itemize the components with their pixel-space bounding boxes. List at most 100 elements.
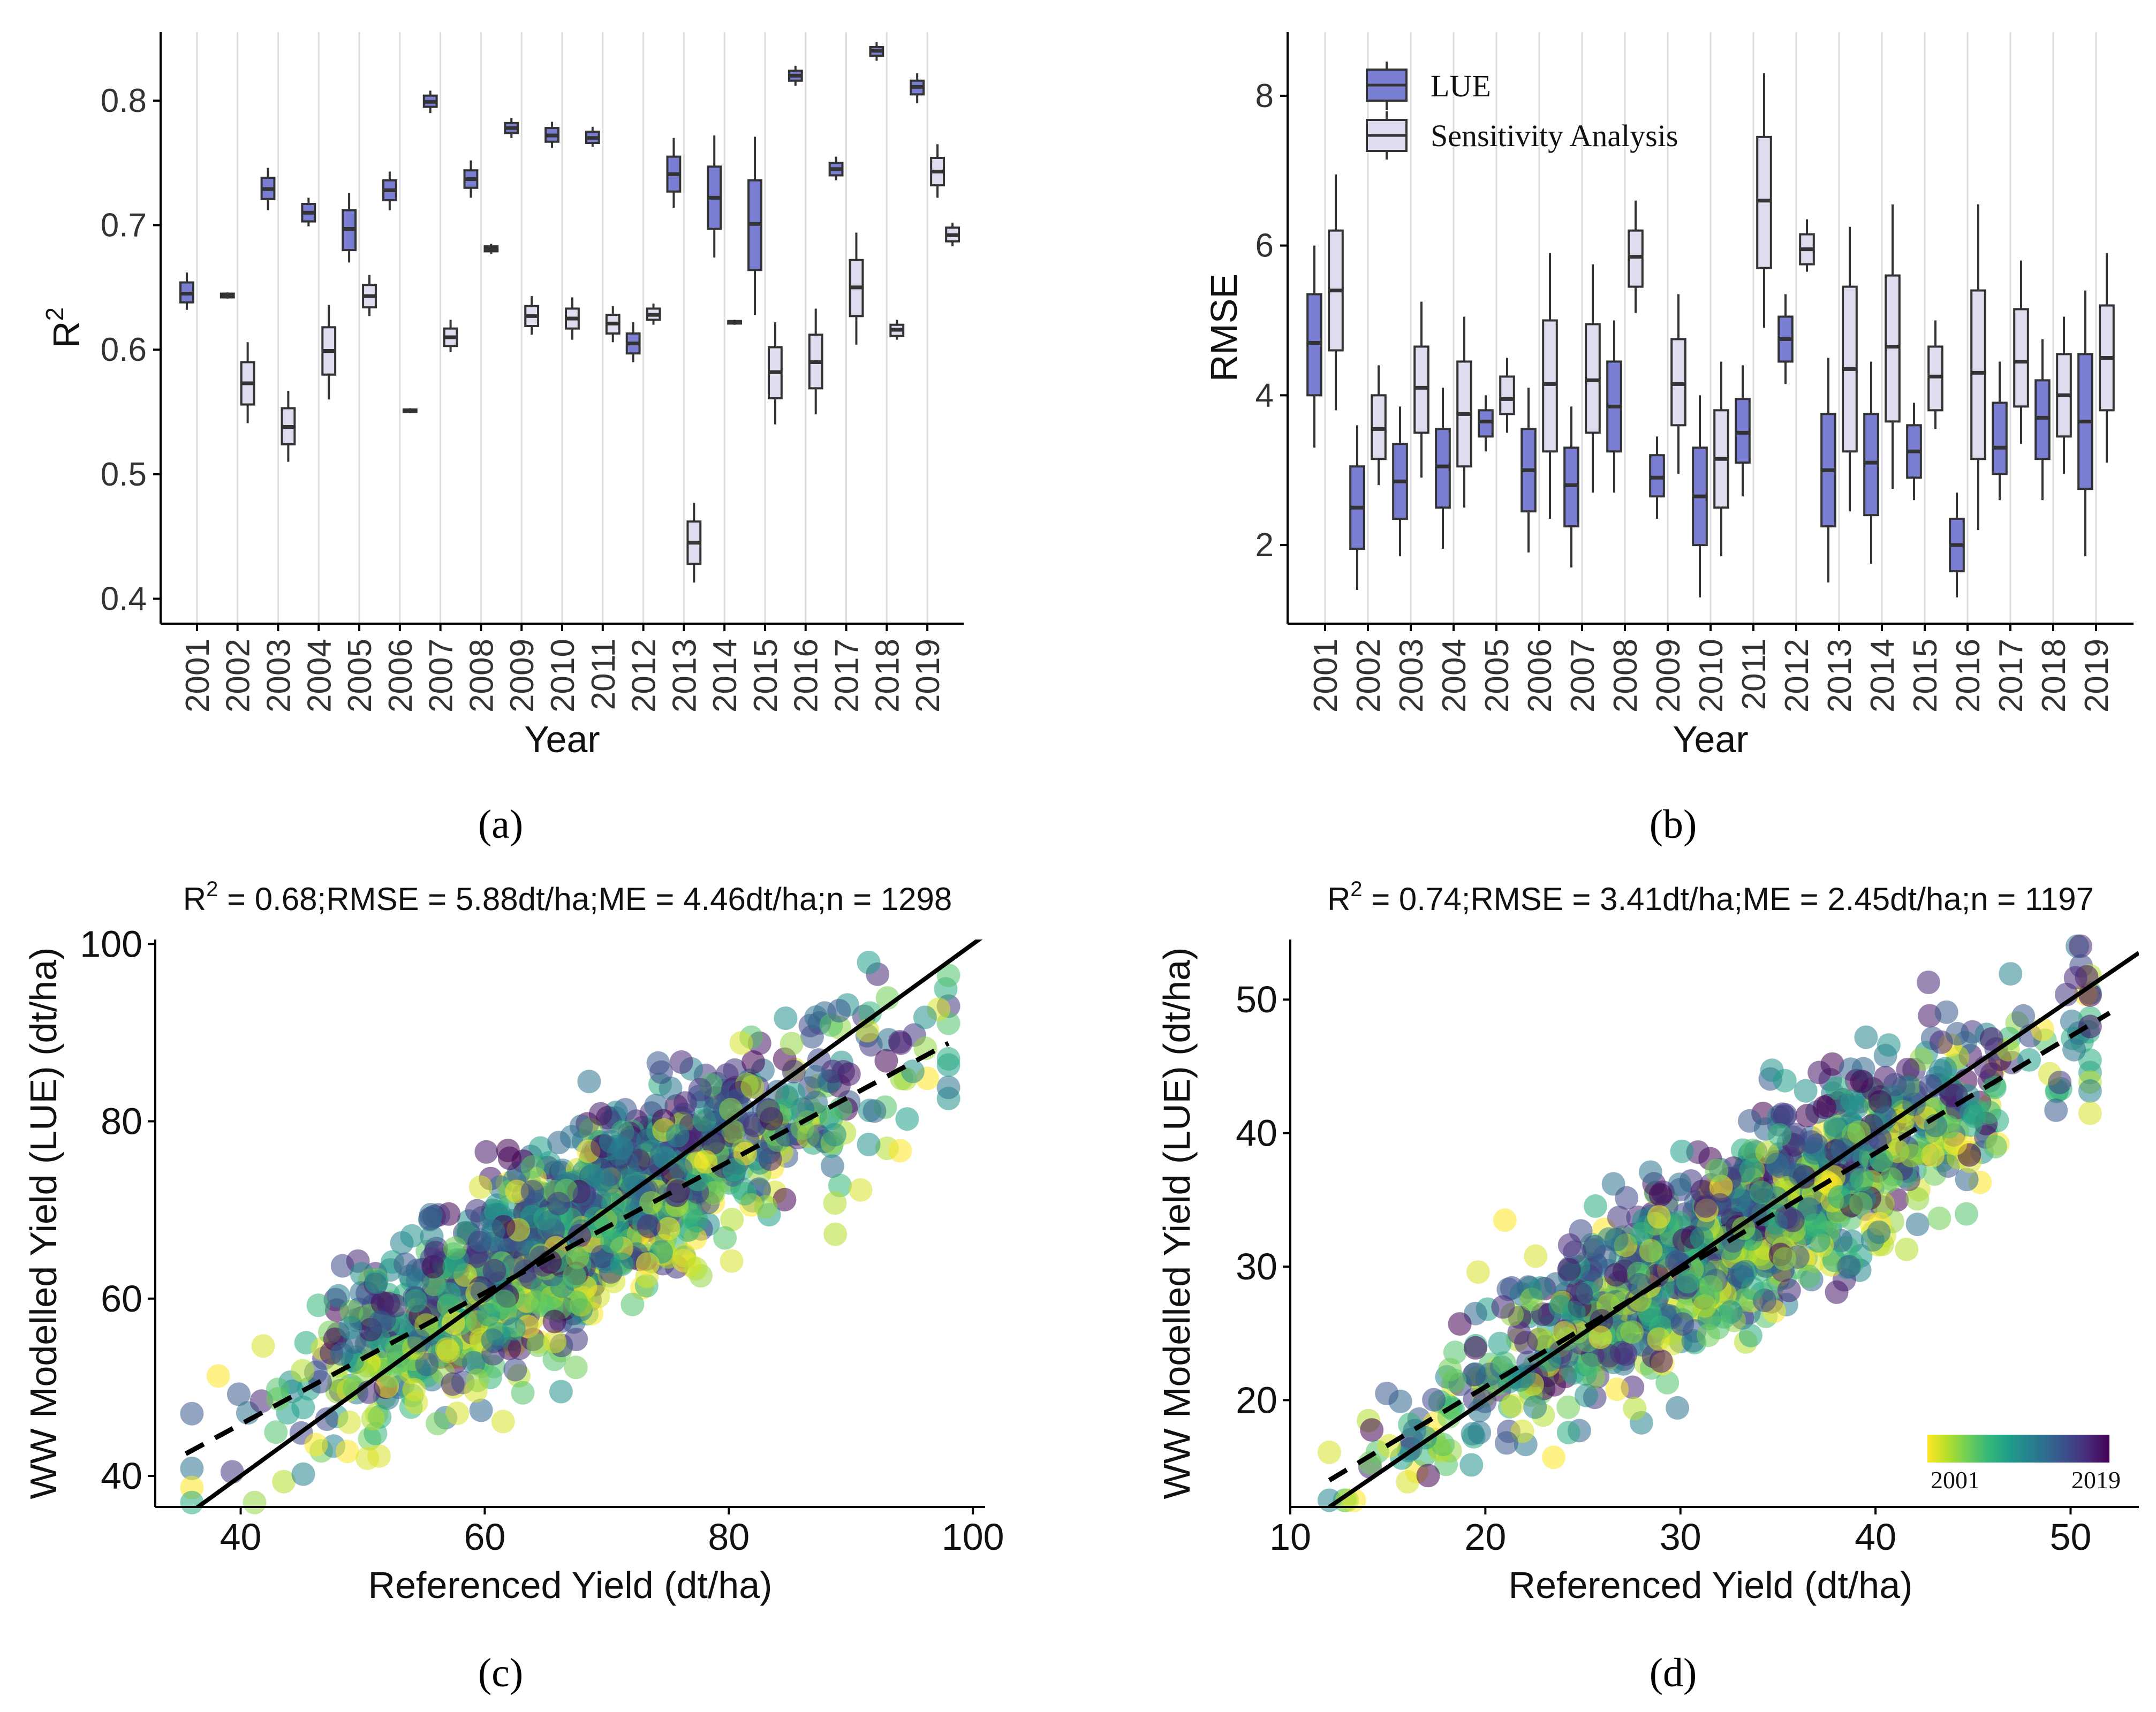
scatter-point bbox=[404, 1289, 427, 1313]
scatter-point bbox=[685, 1209, 709, 1233]
scatter-point bbox=[1523, 1395, 1547, 1419]
scatter-point bbox=[1738, 1323, 1762, 1347]
x-tick-2012: 2012 bbox=[626, 639, 663, 713]
scatter-point bbox=[383, 1294, 407, 1317]
scatter-point bbox=[639, 1191, 663, 1215]
box-a-lue-2006 bbox=[382, 171, 397, 210]
panel-d-label: (d) bbox=[1650, 1650, 1697, 1695]
scatter-point bbox=[251, 1334, 275, 1358]
scatter-point bbox=[564, 1355, 588, 1380]
y-tick-4: 4 bbox=[1255, 377, 1274, 414]
y-tick-0.4: 0.4 bbox=[101, 580, 147, 617]
box-a-lue-2007 bbox=[422, 90, 438, 113]
scatter-point bbox=[1768, 1123, 1792, 1147]
x-tick-2019: 2019 bbox=[910, 639, 947, 713]
scatter-point bbox=[404, 1390, 428, 1414]
scatter-point bbox=[1879, 1167, 1903, 1191]
scatter-point bbox=[391, 1312, 415, 1336]
scatter-point bbox=[889, 1031, 913, 1055]
y-tick-80: 80 bbox=[101, 1101, 142, 1142]
scatter-point bbox=[1854, 1025, 1878, 1049]
scatter-point bbox=[1670, 1139, 1694, 1163]
scatter-point bbox=[569, 1114, 593, 1138]
x-tick-2010: 2010 bbox=[1693, 639, 1730, 713]
scatter-point bbox=[443, 1236, 467, 1260]
scatter-point bbox=[272, 1469, 296, 1494]
scatter-point bbox=[773, 1187, 797, 1211]
scatter-point bbox=[874, 1049, 898, 1073]
y-tick-100: 100 bbox=[80, 923, 142, 965]
y-tick-30: 30 bbox=[1236, 1246, 1277, 1287]
scatter-point bbox=[1604, 1263, 1628, 1287]
box-a-lue-2001 bbox=[179, 272, 194, 310]
box-b-sensitivity-analysis-2002 bbox=[1371, 365, 1387, 486]
scatter-point bbox=[327, 1284, 351, 1308]
box-a-lue-2008 bbox=[463, 160, 479, 198]
scatter-point bbox=[823, 1222, 848, 1246]
identity-line bbox=[194, 940, 983, 1507]
scatter-point bbox=[338, 1316, 362, 1340]
identity-line bbox=[1328, 951, 2139, 1507]
x-tick-2012: 2012 bbox=[1779, 639, 1815, 713]
scatter-point bbox=[1690, 1226, 1714, 1251]
scatter-point bbox=[863, 1099, 887, 1123]
box-b-sensitivity-analysis-2001 bbox=[1328, 174, 1344, 411]
x-tick-2008: 2008 bbox=[1607, 639, 1644, 713]
scatter-point bbox=[1920, 1143, 1945, 1168]
box-b-sensitivity-analysis-2003 bbox=[1413, 301, 1429, 478]
panel-c-points bbox=[180, 950, 960, 1514]
scatter-point bbox=[572, 1184, 596, 1208]
panel-d-x-label: Referenced Yield (dt/ha) bbox=[1509, 1564, 1913, 1606]
scatter-point bbox=[1605, 1377, 1629, 1402]
scatter-point bbox=[1459, 1453, 1484, 1477]
scatter-point bbox=[1765, 1153, 1789, 1176]
scatter-point bbox=[754, 1195, 778, 1219]
scatter-point bbox=[2069, 934, 2092, 958]
scatter-point bbox=[1867, 1220, 1891, 1244]
scatter-point bbox=[1999, 962, 2023, 986]
x-tick-2016: 2016 bbox=[1950, 639, 1987, 713]
scatter-point bbox=[1597, 1344, 1621, 1368]
scatter-point bbox=[1699, 1275, 1723, 1299]
panel-c-x-label: Referenced Yield (dt/ha) bbox=[368, 1564, 773, 1606]
x-tick-50: 50 bbox=[2050, 1516, 2092, 1558]
panel-c-y-ticks: 40 60 80 100 bbox=[80, 923, 155, 1497]
scatter-point bbox=[503, 1358, 527, 1382]
scatter-point bbox=[936, 1047, 960, 1071]
scatter-point bbox=[1557, 1258, 1581, 1282]
box-b-lue-2017 bbox=[1992, 361, 2008, 501]
box-a-lue-2012 bbox=[625, 322, 641, 362]
scatter-point bbox=[721, 1119, 745, 1143]
scatter-point bbox=[476, 1302, 501, 1327]
scatter-point bbox=[1562, 1300, 1586, 1324]
x-tick-2005: 2005 bbox=[342, 639, 379, 713]
scatter-point bbox=[442, 1255, 466, 1279]
scatter-point bbox=[895, 1107, 919, 1131]
box-b-sensitivity-analysis-2017 bbox=[2013, 260, 2029, 444]
scatter-point bbox=[740, 1075, 765, 1099]
scatter-point bbox=[1615, 1186, 1639, 1210]
scatter-point bbox=[1605, 1228, 1629, 1252]
scatter-point bbox=[468, 1175, 493, 1199]
scatter-point bbox=[1542, 1445, 1565, 1469]
box-a-sensitivity-analysis-2002 bbox=[240, 342, 255, 423]
x-tick-2017: 2017 bbox=[829, 639, 866, 713]
box-a-sensitivity-analysis-2014 bbox=[727, 320, 743, 325]
scatter-point bbox=[684, 1256, 708, 1281]
x-tick-20: 20 bbox=[1464, 1516, 1506, 1558]
scatter-point bbox=[1830, 1138, 1855, 1162]
scatter-point bbox=[1588, 1325, 1613, 1350]
scatter-point bbox=[1514, 1331, 1538, 1354]
x-tick-2004: 2004 bbox=[301, 639, 338, 713]
scatter-point bbox=[361, 1407, 385, 1431]
panel-d-x-ticks: 10 20 30 40 50 bbox=[1269, 1507, 2091, 1558]
box-a-extra-2019 bbox=[945, 222, 960, 247]
scatter-point bbox=[206, 1364, 230, 1388]
box-a-lue-2013 bbox=[666, 138, 682, 208]
scatter-point bbox=[1983, 1135, 2007, 1158]
panel-d-stats: R2 = 0.74;RMSE = 3.41dt/ha;ME = 2.45dt/h… bbox=[1327, 877, 2094, 917]
scatter-point bbox=[1777, 1206, 1801, 1230]
scatter-point bbox=[415, 1352, 439, 1376]
x-tick-2008: 2008 bbox=[463, 639, 500, 713]
x-tick-100: 100 bbox=[942, 1516, 1004, 1558]
